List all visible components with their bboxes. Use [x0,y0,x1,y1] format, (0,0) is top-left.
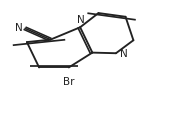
Text: Br: Br [63,77,75,87]
Text: N: N [77,15,85,25]
Text: N: N [15,22,23,32]
Text: N: N [120,49,128,59]
